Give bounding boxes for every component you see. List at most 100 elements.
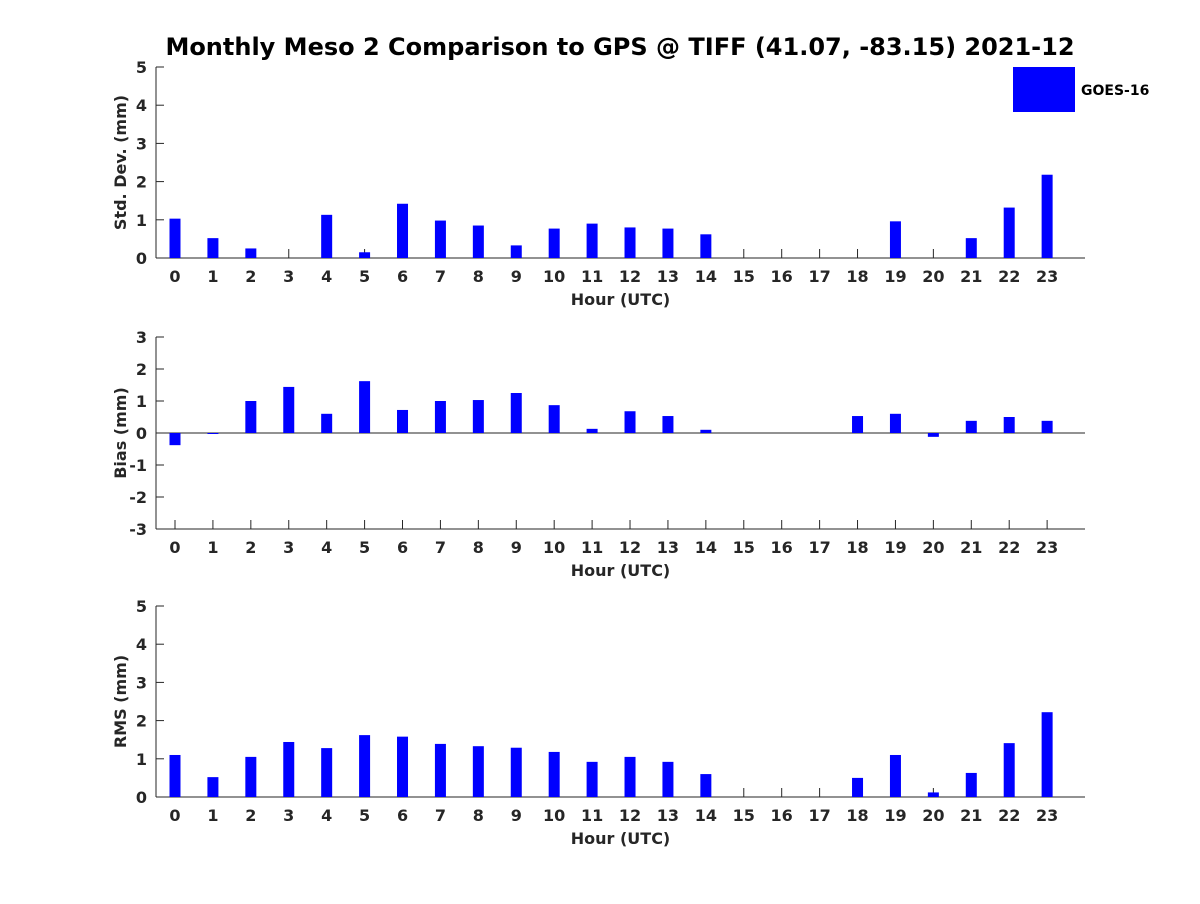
x-tick-label: 2 xyxy=(245,806,256,825)
x-tick-label: 22 xyxy=(998,538,1020,557)
bar-hour-12 xyxy=(624,756,636,797)
bar-hour-2 xyxy=(245,756,257,797)
x-tick-label: 2 xyxy=(245,267,256,286)
x-tick-label: 13 xyxy=(657,538,679,557)
x-tick-label: 2 xyxy=(245,538,256,557)
x-tick-label: 16 xyxy=(771,538,793,557)
bar-hour-13 xyxy=(662,416,674,433)
y-tick-label: 1 xyxy=(136,392,147,411)
legend-label-goes-16: GOES-16 xyxy=(1081,83,1149,99)
y-tick-label: 1 xyxy=(136,750,147,769)
x-tick-label: 9 xyxy=(511,538,522,557)
x-tick-label: 10 xyxy=(543,538,565,557)
bar-hour-5 xyxy=(359,735,371,797)
bar-hour-6 xyxy=(397,203,409,258)
x-tick-label: 23 xyxy=(1036,267,1058,286)
bar-hour-22 xyxy=(1003,207,1015,258)
y-tick-label: 3 xyxy=(136,673,147,692)
x-tick-label: 18 xyxy=(846,267,868,286)
bar-hour-3 xyxy=(283,741,295,797)
bar-hour-6 xyxy=(397,736,409,797)
x-tick-label: 7 xyxy=(435,267,446,286)
y-tick-label: 2 xyxy=(136,712,147,731)
y-tick-label: 5 xyxy=(136,58,147,77)
y-tick-label: 0 xyxy=(136,249,147,268)
bar-hour-13 xyxy=(662,761,674,797)
x-tick-label: 12 xyxy=(619,806,641,825)
x-tick-label: 1 xyxy=(207,806,218,825)
bar-hour-0 xyxy=(169,754,181,797)
x-tick-label: 11 xyxy=(581,538,603,557)
x-tick-label: 5 xyxy=(359,538,370,557)
bar-hour-14 xyxy=(700,234,712,258)
bar-hour-14 xyxy=(700,429,712,433)
x-tick-label: 4 xyxy=(321,267,332,286)
bar-hour-9 xyxy=(510,393,522,433)
x-tick-label: 3 xyxy=(283,267,294,286)
bar-hour-10 xyxy=(548,405,560,433)
x-axis-label: Hour (UTC) xyxy=(571,290,671,309)
bar-hour-23 xyxy=(1041,174,1053,258)
x-tick-label: 12 xyxy=(619,267,641,286)
bar-hour-22 xyxy=(1003,743,1015,797)
x-tick-label: 6 xyxy=(397,267,408,286)
x-tick-label: 23 xyxy=(1036,538,1058,557)
legend: GOES-16 xyxy=(1013,67,1149,112)
x-tick-label: 10 xyxy=(543,267,565,286)
bar-hour-21 xyxy=(965,238,977,258)
bar-hour-9 xyxy=(510,245,522,258)
x-tick-label: 22 xyxy=(998,267,1020,286)
bar-hour-8 xyxy=(472,400,484,433)
y-tick-label: -3 xyxy=(129,520,147,539)
bar-hour-13 xyxy=(662,228,674,258)
x-tick-label: 17 xyxy=(808,806,830,825)
y-axis-label: RMS (mm) xyxy=(111,655,130,748)
y-tick-label: 5 xyxy=(136,597,147,616)
x-tick-label: 0 xyxy=(169,806,180,825)
x-tick-label: 16 xyxy=(771,267,793,286)
x-tick-label: 18 xyxy=(846,806,868,825)
x-tick-label: 9 xyxy=(511,267,522,286)
y-tick-label: -2 xyxy=(129,488,147,507)
x-tick-label: 1 xyxy=(207,267,218,286)
x-tick-label: 3 xyxy=(283,806,294,825)
bar-hour-10 xyxy=(548,228,560,258)
bar-hour-4 xyxy=(321,214,333,258)
x-tick-label: 15 xyxy=(733,806,755,825)
x-tick-label: 18 xyxy=(846,538,868,557)
bar-hour-4 xyxy=(321,413,333,433)
x-tick-label: 15 xyxy=(733,267,755,286)
x-tick-label: 5 xyxy=(359,806,370,825)
bar-hour-21 xyxy=(965,772,977,797)
bar-hour-5 xyxy=(359,252,371,258)
y-tick-label: 0 xyxy=(136,788,147,807)
bar-hour-11 xyxy=(586,761,598,797)
x-tick-label: 17 xyxy=(808,538,830,557)
chart-title: Monthly Meso 2 Comparison to GPS @ TIFF … xyxy=(165,33,1074,61)
x-tick-label: 21 xyxy=(960,806,982,825)
bar-hour-18 xyxy=(852,777,864,797)
bar-hour-11 xyxy=(586,428,598,433)
bar-hour-7 xyxy=(434,220,446,258)
x-tick-label: 21 xyxy=(960,538,982,557)
x-tick-label: 13 xyxy=(657,267,679,286)
x-tick-label: 20 xyxy=(922,267,944,286)
x-tick-label: 20 xyxy=(922,806,944,825)
y-tick-label: 3 xyxy=(136,134,147,153)
x-tick-label: 6 xyxy=(397,806,408,825)
x-tick-label: 16 xyxy=(771,806,793,825)
bar-hour-1 xyxy=(207,777,219,797)
x-tick-label: 8 xyxy=(473,806,484,825)
bar-hour-8 xyxy=(472,225,484,258)
bar-hour-4 xyxy=(321,748,333,797)
x-tick-label: 20 xyxy=(922,538,944,557)
bar-hour-11 xyxy=(586,223,598,258)
y-tick-label: -1 xyxy=(129,456,147,475)
bar-hour-0 xyxy=(169,218,181,258)
legend-swatch-goes-16 xyxy=(1013,67,1075,112)
x-tick-label: 0 xyxy=(169,538,180,557)
bar-hour-12 xyxy=(624,227,636,258)
